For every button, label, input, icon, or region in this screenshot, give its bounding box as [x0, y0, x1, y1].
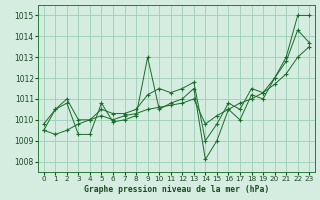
X-axis label: Graphe pression niveau de la mer (hPa): Graphe pression niveau de la mer (hPa) — [84, 185, 269, 194]
